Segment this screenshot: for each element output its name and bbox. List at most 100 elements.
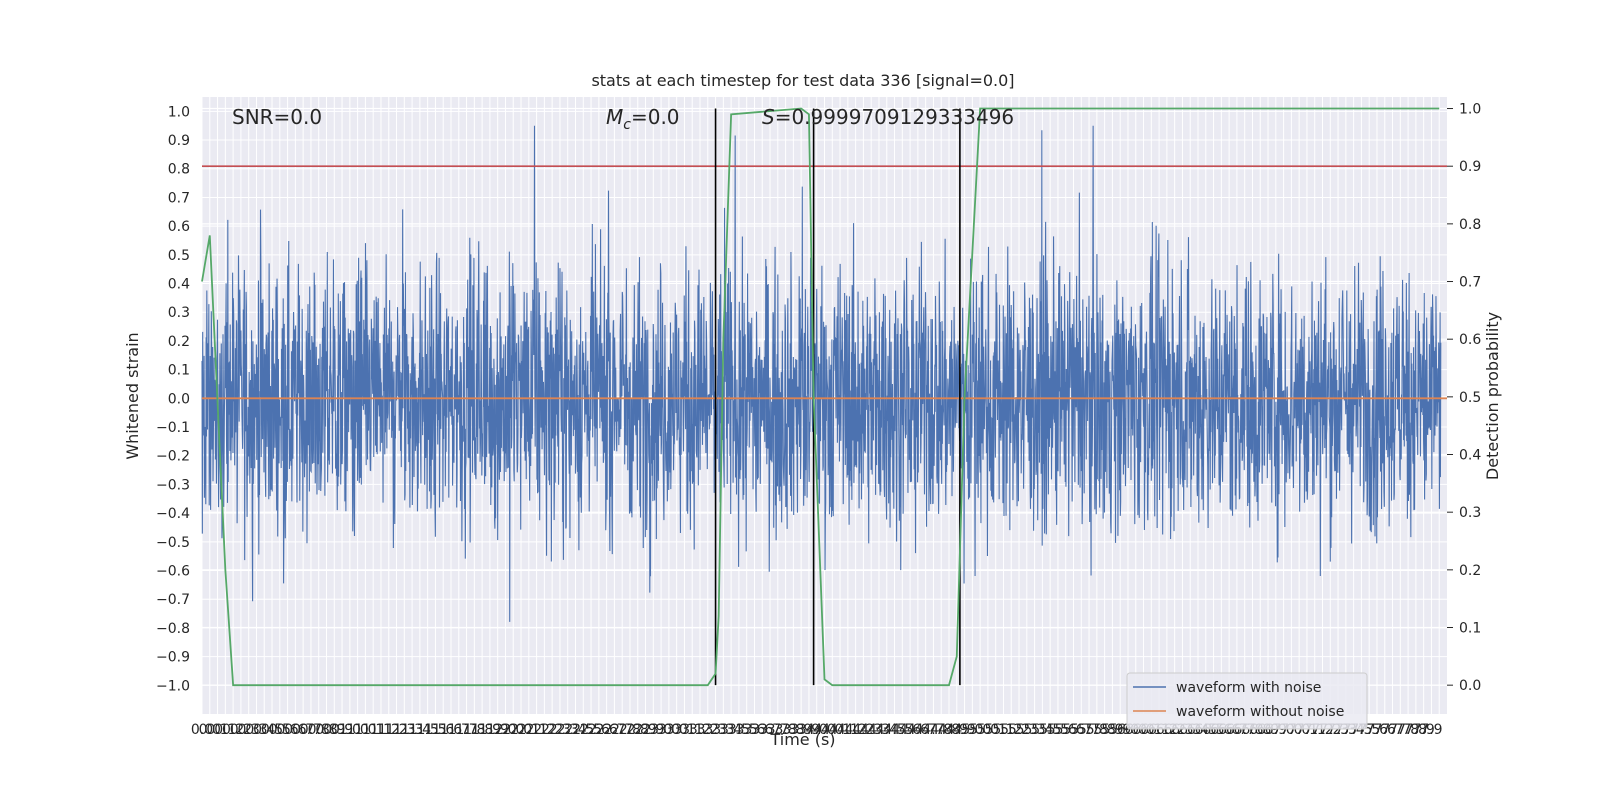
y-tick-label: 0.3 [168,305,190,321]
x-tick-label: 5.0 [977,722,999,738]
y-right-tick-label: 0.9 [1459,159,1481,175]
x-tick-label: 0.6 [284,722,306,738]
x-tick-label: 5.9 [1101,722,1123,738]
x-tick-label: 2.9 [634,722,656,738]
x-tick-label: 1.6 [440,722,462,738]
x-tick-label: 5.9 [1109,722,1131,738]
x-tick-label: 1.8 [463,722,485,738]
x-tick-label: 0.5 [261,722,283,738]
x-tick-label: 2.0 [494,722,516,738]
x-tick-label: 0.1 [206,722,228,738]
x-tick-label: 1.1 [370,722,392,738]
x-tick-label: 4.6 [907,722,929,738]
annotation-mc-symbol: M [606,105,623,129]
x-tick-label: 1.1 [362,722,384,738]
x-tick-label: 3.0 [658,722,680,738]
x-tick-label: 0.2 [230,722,252,738]
y-axis-label: Whitened strain [123,332,142,459]
y-tick-label: 0.8 [168,162,190,178]
y-right-tick-label: 0.3 [1459,505,1481,521]
x-tick-label: 5.8 [1086,722,1108,738]
x-tick-label: 5.7 [1070,722,1092,738]
x-tick-label: 2.4 [564,722,586,738]
x-tick-label: 7.9 [1420,722,1442,738]
x-tick-label: 5.1 [985,722,1007,738]
x-tick-label: 3.0 [666,722,688,738]
y-tick-label: −0.9 [156,650,190,666]
y-tick-label: −0.5 [156,535,190,551]
x-tick-label: 2.3 [557,722,579,738]
x-tick-label: 4.3 [860,722,882,738]
x-tick-label: 3.7 [759,722,781,738]
y-right-tick-labels: 0.0 0.1 0.2 0.3 0.4 0.5 0.6 0.7 0.8 0.9 1.0 [1447,102,1481,694]
y-tick-label: 0.4 [168,277,190,293]
x-tick-label: 2.9 [642,722,664,738]
x-tick-label: 3.1 [681,722,703,738]
y-tick-label: −0.3 [156,477,190,493]
x-tick-label: 1.5 [417,722,439,738]
x-tick-label: 0.8 [315,722,337,738]
x-tick-label: 4.0 [821,722,843,738]
y-right-tick-label: 0.8 [1459,217,1481,233]
x-tick-label: 3.5 [736,722,758,738]
x-tick-label: 2.1 [525,722,547,738]
x-tick-label: 0.2 [222,722,244,738]
x-tick-label: 7.7 [1389,722,1411,738]
y-right-tick-label: 0.7 [1459,275,1481,291]
x-tick-label: 2.0 [502,722,524,738]
x-tick-label: 1.3 [401,722,423,738]
x-tick-label: 5.0 [969,722,991,738]
y-tick-label: −0.4 [156,506,190,522]
x-tick-label: 3.8 [782,722,804,738]
legend: waveform with noise waveform without noi… [1126,672,1368,730]
x-tick-label: 3.6 [743,722,765,738]
y-tick-label: 0.9 [168,133,190,149]
x-tick-label: 4.4 [876,722,898,738]
x-tick-label: 7.9 [1413,722,1435,738]
y-tick-label: 0.6 [168,219,190,235]
y-right-tick-label: 0.6 [1459,332,1481,348]
x-tick-label: 0.3 [238,722,260,738]
x-tick-label: 3.4 [720,722,742,738]
x-tick-label: 0.4 [253,722,275,738]
x-tick-label: 5.7 [1078,722,1100,738]
x-tick-label: 0.8 [308,722,330,738]
x-tick-label: 3.9 [790,722,812,738]
y-right-tick-label: 0.0 [1459,678,1481,694]
x-tick-label: 4.9 [946,722,968,738]
annotation-mc-value: =0.0 [631,105,680,129]
x-tick-label: 4.9 [953,722,975,738]
x-tick-label: 7.6 [1374,722,1396,738]
annotation-s-symbol: S [762,105,775,129]
y-tick-label: 0.2 [168,334,190,350]
x-tick-label: 0.6 [276,722,298,738]
x-tick-label: 5.8 [1093,722,1115,738]
x-tick-label: 5.5 [1039,722,1061,738]
x-tick-label: 0.7 [300,722,322,738]
x-tick-label: 2.6 [595,722,617,738]
x-tick-label: 5.3 [1023,722,1045,738]
x-tick-label: 4.8 [930,722,952,738]
x-tick-label: 1.8 [471,722,493,738]
y-tick-label: −0.1 [156,420,190,436]
x-tick-label: 4.2 [852,722,874,738]
y-right-tick-label: 0.4 [1459,448,1481,464]
x-tick-label: 4.6 [899,722,921,738]
x-tick-label: 2.7 [603,722,625,738]
x-tick-label: 1.9 [479,722,501,738]
x-tick-label: 7.8 [1397,722,1419,738]
x-tick-label: 4.7 [915,722,937,738]
x-tick-label: 0.0 [191,722,213,738]
x-tick-label: 2.5 [580,722,602,738]
x-tick-label: 4.1 [829,722,851,738]
y-tick-label: 1.0 [168,104,190,120]
x-tick-label: 1.7 [448,722,470,738]
x-tick-label: 5.2 [1000,722,1022,738]
y-tick-label: 0.0 [168,391,190,407]
legend-box [1126,672,1368,730]
y-tick-label: 0.5 [168,248,190,264]
series-layer [201,107,1447,687]
x-tick-label: 0.9 [331,722,353,738]
x-tick-label: 4.5 [883,722,905,738]
